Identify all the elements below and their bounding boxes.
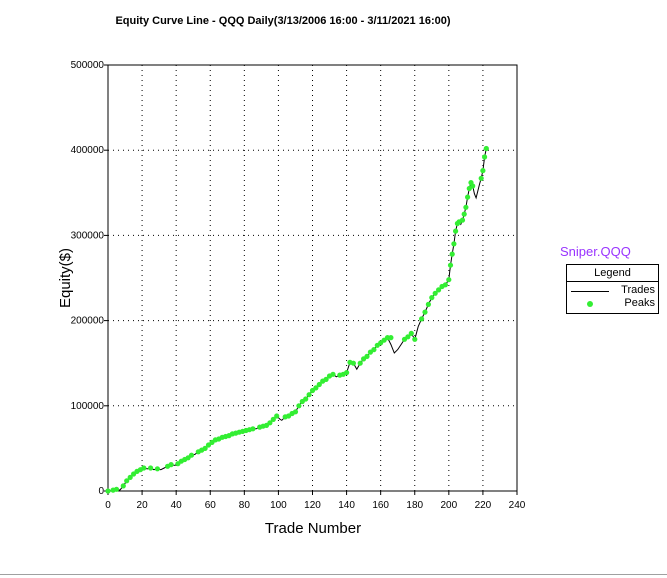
peak-point	[188, 452, 195, 458]
peak-point	[306, 392, 312, 398]
peak-point	[292, 409, 299, 415]
peak-point	[344, 370, 350, 376]
peak-point	[323, 376, 329, 382]
peak-point	[350, 360, 356, 366]
peak-point	[436, 287, 442, 293]
peak-point	[453, 228, 459, 234]
peak-point	[154, 466, 160, 472]
y-tick-label: 200000	[71, 316, 105, 327]
peak-point	[482, 154, 488, 160]
peak-point	[447, 262, 454, 268]
peak-point	[429, 295, 435, 301]
chart-title: Equity Curve Line - QQQ Daily(3/13/2006 …	[115, 15, 450, 27]
legend-line-swatch	[571, 291, 609, 292]
peak-point	[449, 251, 455, 257]
peak-point	[446, 277, 452, 283]
legend: Legend Trades Peaks	[566, 264, 659, 314]
x-tick-label: 200	[440, 500, 457, 511]
x-tick-label: 60	[205, 500, 217, 511]
legend-label-peaks: Peaks	[624, 297, 655, 309]
peak-point	[478, 175, 484, 181]
peak-point	[148, 465, 154, 471]
legend-label-trades: Trades	[621, 284, 655, 296]
peak-point	[422, 309, 428, 315]
y-axis-label: Equity($)	[57, 248, 74, 308]
peak-point	[120, 483, 126, 489]
x-tick-label: 100	[270, 500, 287, 511]
axes: 0 20 40 60 80 100 120 140 160 180 200 220 240 0 100000…	[71, 60, 526, 511]
trades-line	[107, 148, 487, 492]
x-tick-label: 220	[475, 500, 492, 511]
peak-point	[141, 465, 147, 471]
x-tick-label: 0	[105, 500, 111, 511]
y-tick-label: 500000	[71, 60, 105, 71]
peak-point	[408, 330, 414, 336]
x-tick-label: 140	[338, 500, 355, 511]
x-tick-label: 80	[239, 500, 251, 511]
peak-point	[483, 145, 489, 152]
peak-point	[371, 347, 377, 353]
x-tick-label: 180	[406, 500, 423, 511]
y-tick-label: 400000	[71, 145, 105, 156]
peak-point	[425, 301, 431, 307]
peak-point	[274, 413, 280, 419]
peak-point	[364, 353, 370, 359]
peak-point	[412, 336, 418, 342]
x-tick-label: 20	[137, 500, 149, 511]
peak-point	[113, 486, 120, 492]
legend-item-trades: Trades	[567, 284, 658, 298]
window-bottom-border	[0, 574, 667, 575]
peak-point	[388, 335, 394, 341]
grid-lines	[108, 65, 517, 491]
plot-frame	[107, 64, 518, 492]
peak-point	[463, 204, 469, 210]
peak-point	[105, 488, 111, 494]
peak-point	[470, 183, 476, 189]
peak-point	[465, 194, 471, 200]
peak-point	[419, 316, 425, 322]
peak-point	[270, 416, 276, 422]
y-tick-label: 100000	[71, 401, 105, 412]
peak-point	[461, 211, 467, 217]
x-tick-label: 240	[509, 500, 526, 511]
legend-divider	[567, 281, 658, 282]
x-tick-label: 160	[372, 500, 389, 511]
peak-point	[124, 478, 130, 484]
legend-title: Legend	[594, 267, 631, 279]
peak-point	[432, 290, 438, 296]
peak-point	[442, 282, 448, 288]
peak-point	[127, 474, 133, 480]
peak-point	[459, 217, 466, 223]
peak-point	[168, 462, 174, 468]
peak-point	[296, 403, 302, 409]
peak-point	[313, 385, 319, 391]
x-tick-label: 40	[171, 500, 183, 511]
peak-point	[303, 396, 309, 402]
peak-point	[316, 381, 322, 388]
peak-point	[357, 360, 363, 366]
peak-point	[267, 420, 273, 426]
y-tick-label: 300000	[71, 230, 105, 241]
peak-point	[480, 168, 486, 174]
peaks-markers	[105, 145, 489, 494]
legend-dot-swatch	[587, 301, 593, 307]
peak-point	[405, 334, 411, 340]
peak-point	[250, 426, 256, 432]
y-tick-label: 0	[98, 486, 104, 497]
x-tick-label: 120	[304, 500, 321, 511]
peak-point	[451, 241, 457, 247]
strategy-label: Sniper.QQQ	[560, 244, 631, 259]
legend-item-peaks: Peaks	[567, 297, 658, 311]
peak-point	[330, 371, 336, 377]
peak-point	[202, 445, 208, 451]
x-axis-label: Trade Number	[265, 520, 361, 537]
